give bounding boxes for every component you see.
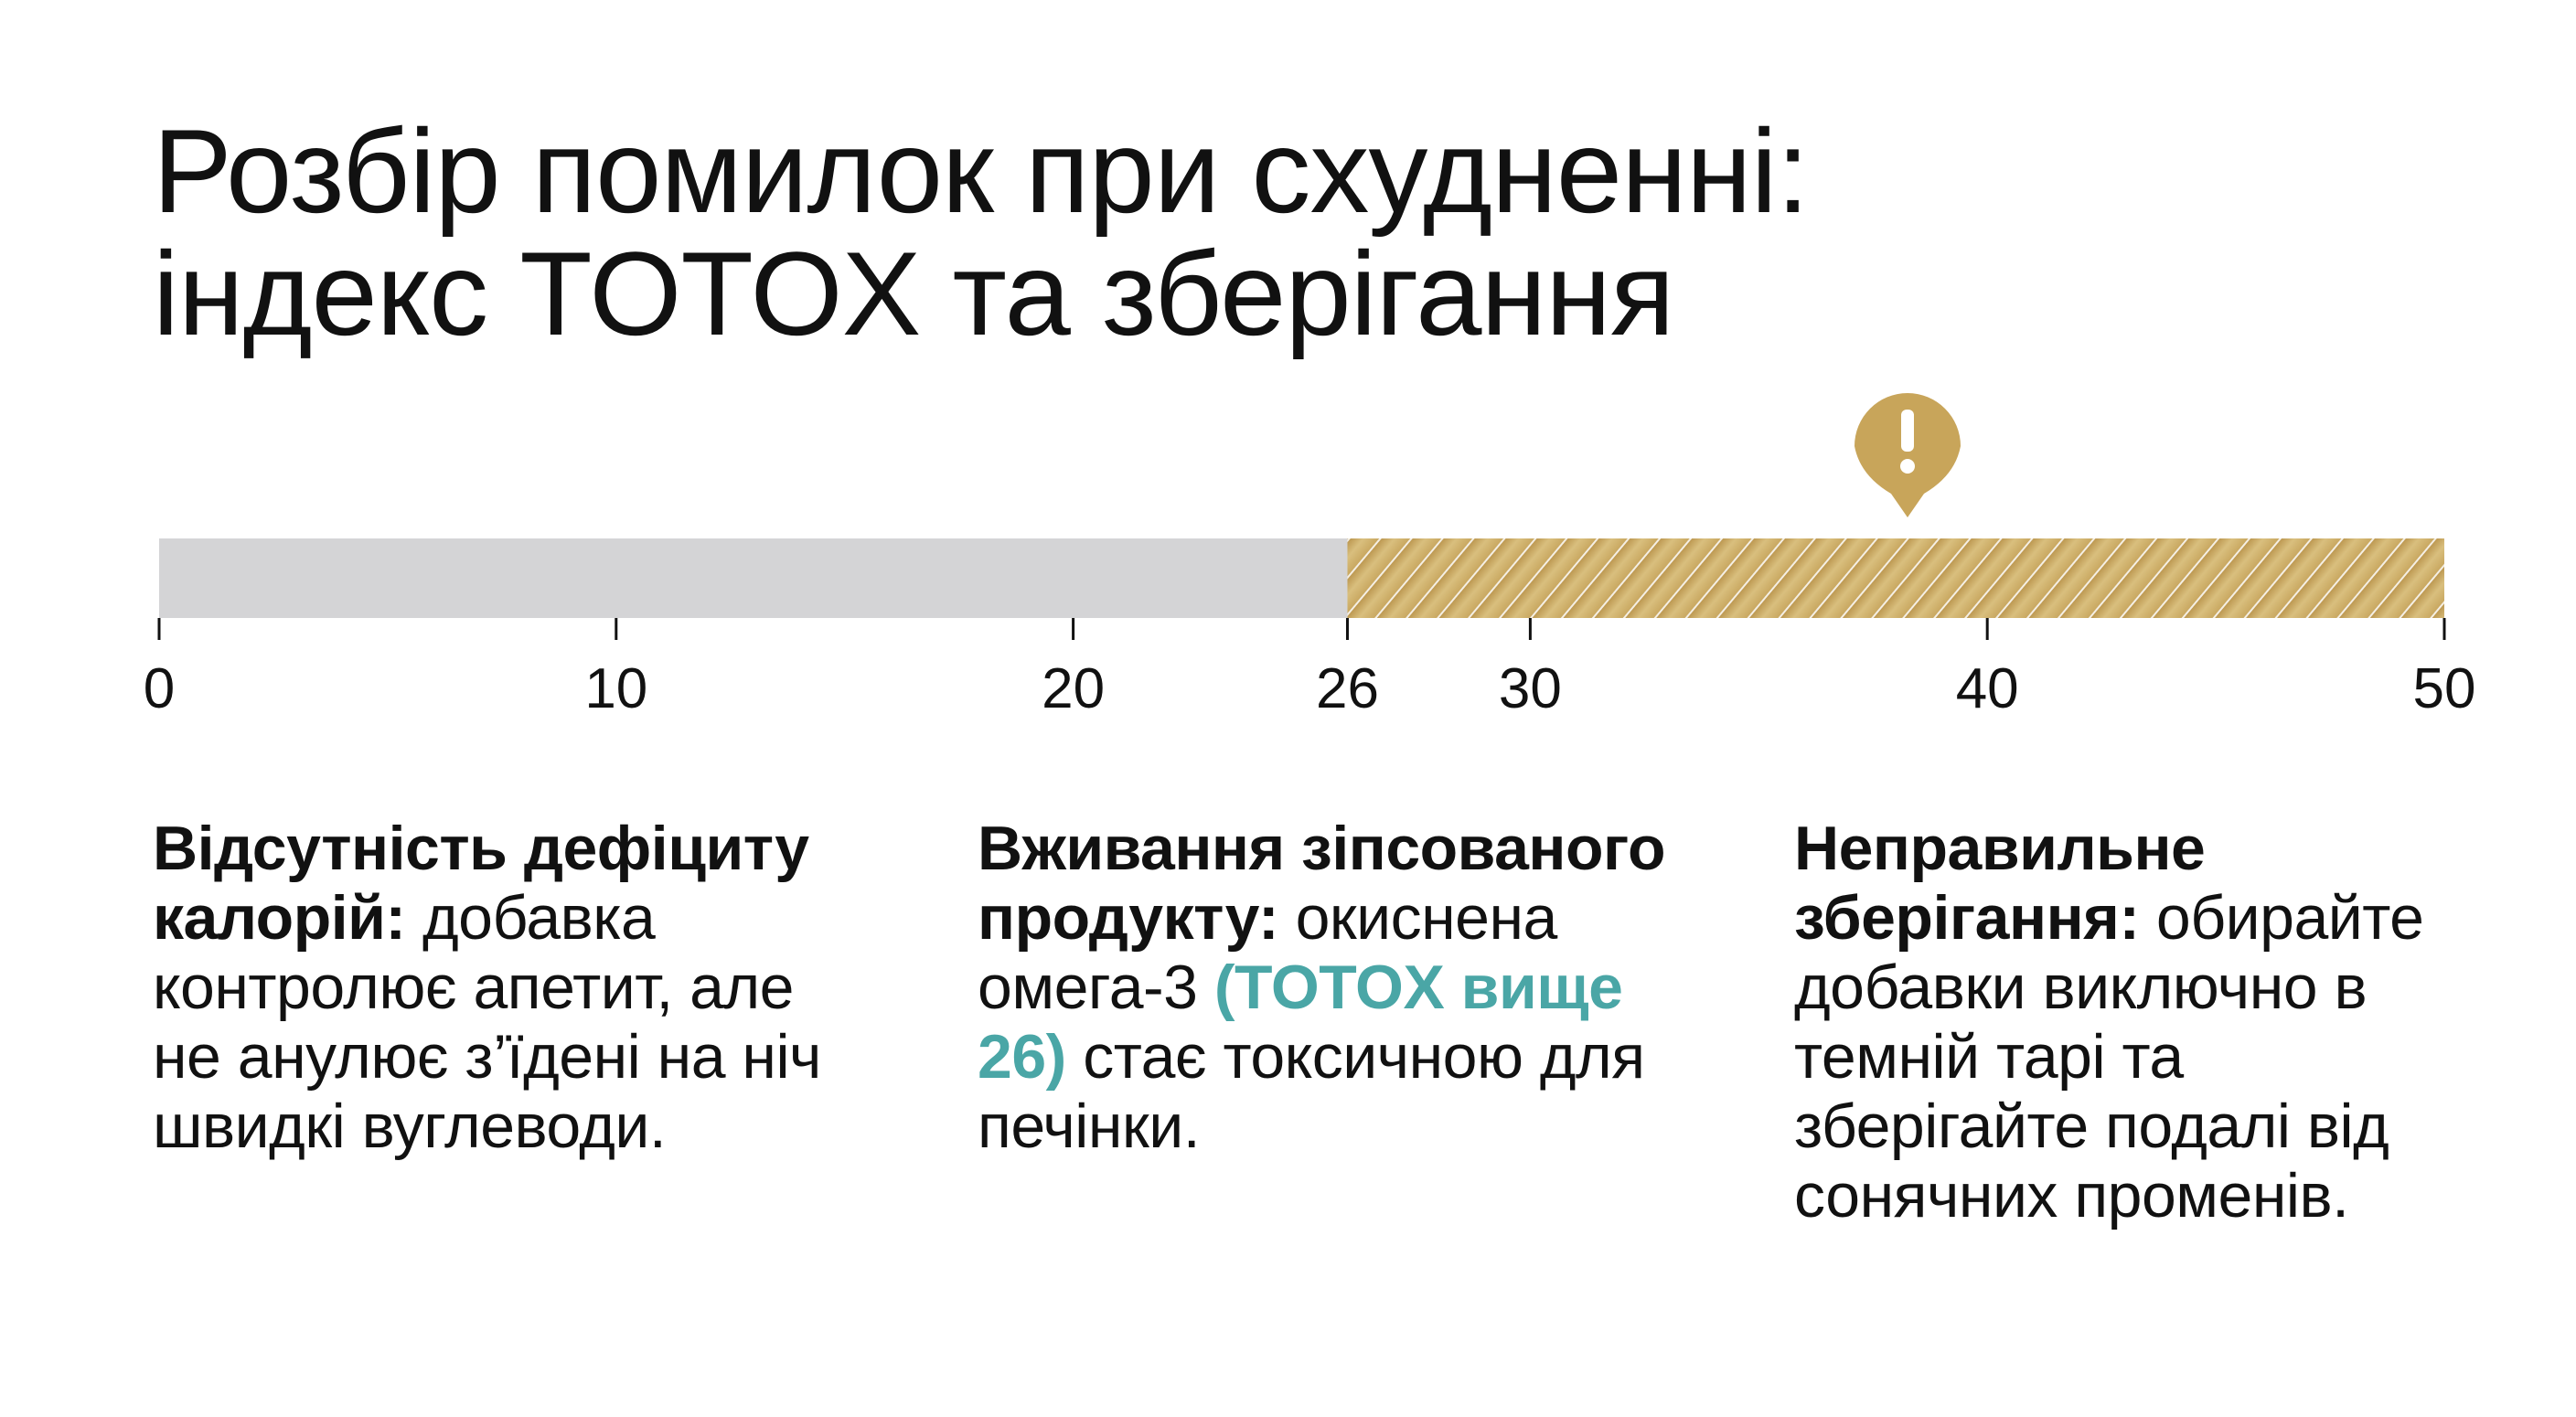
tick-label: 50 [2413,657,2476,720]
bar-segment [159,538,1348,618]
column: Вживання зіпсованого продукту: окиснена … [978,814,1673,1161]
tick-label: 10 [584,657,647,720]
title: Розбір помилок при схудненні: індекс TOT… [153,104,1810,360]
bar-segment [1347,538,2444,618]
column-text: стає токсичною для печінки. [978,1022,1645,1161]
column-text: окиснена омега-3 [978,883,1557,1022]
title-line: Розбір помилок при схудненні: [153,104,1810,238]
tick-label: 0 [144,657,175,720]
column: Відсутність дефіциту калорій: добавка ко… [153,814,848,1161]
warning-pin [1855,393,1961,517]
title-line: індекс TOTOX та зберігання [153,227,1674,360]
tick-label: 26 [1316,657,1379,720]
column-text: добавка контролює апетит, але не анулює … [153,883,822,1161]
column-text: обирайте добавки виключно в темній тарі … [1794,883,2424,1231]
tick-label: 20 [1042,657,1105,720]
column-heading: Вживання зіпсованого продукту: [978,814,1665,953]
scale: 0 10 20 26 30 40 50 [144,393,2476,720]
tick-label: 40 [1956,657,2019,720]
column: Неправильне зберігання: обирайте добавки… [1794,814,2489,1231]
column-heading: Неправильне зберігання: [1794,814,2206,953]
tick-label: 30 [1499,657,1562,720]
column-heading: Відсутність дефіциту калорій: [153,814,809,953]
highlight: (TOTOX вище 26) [978,953,1623,1092]
